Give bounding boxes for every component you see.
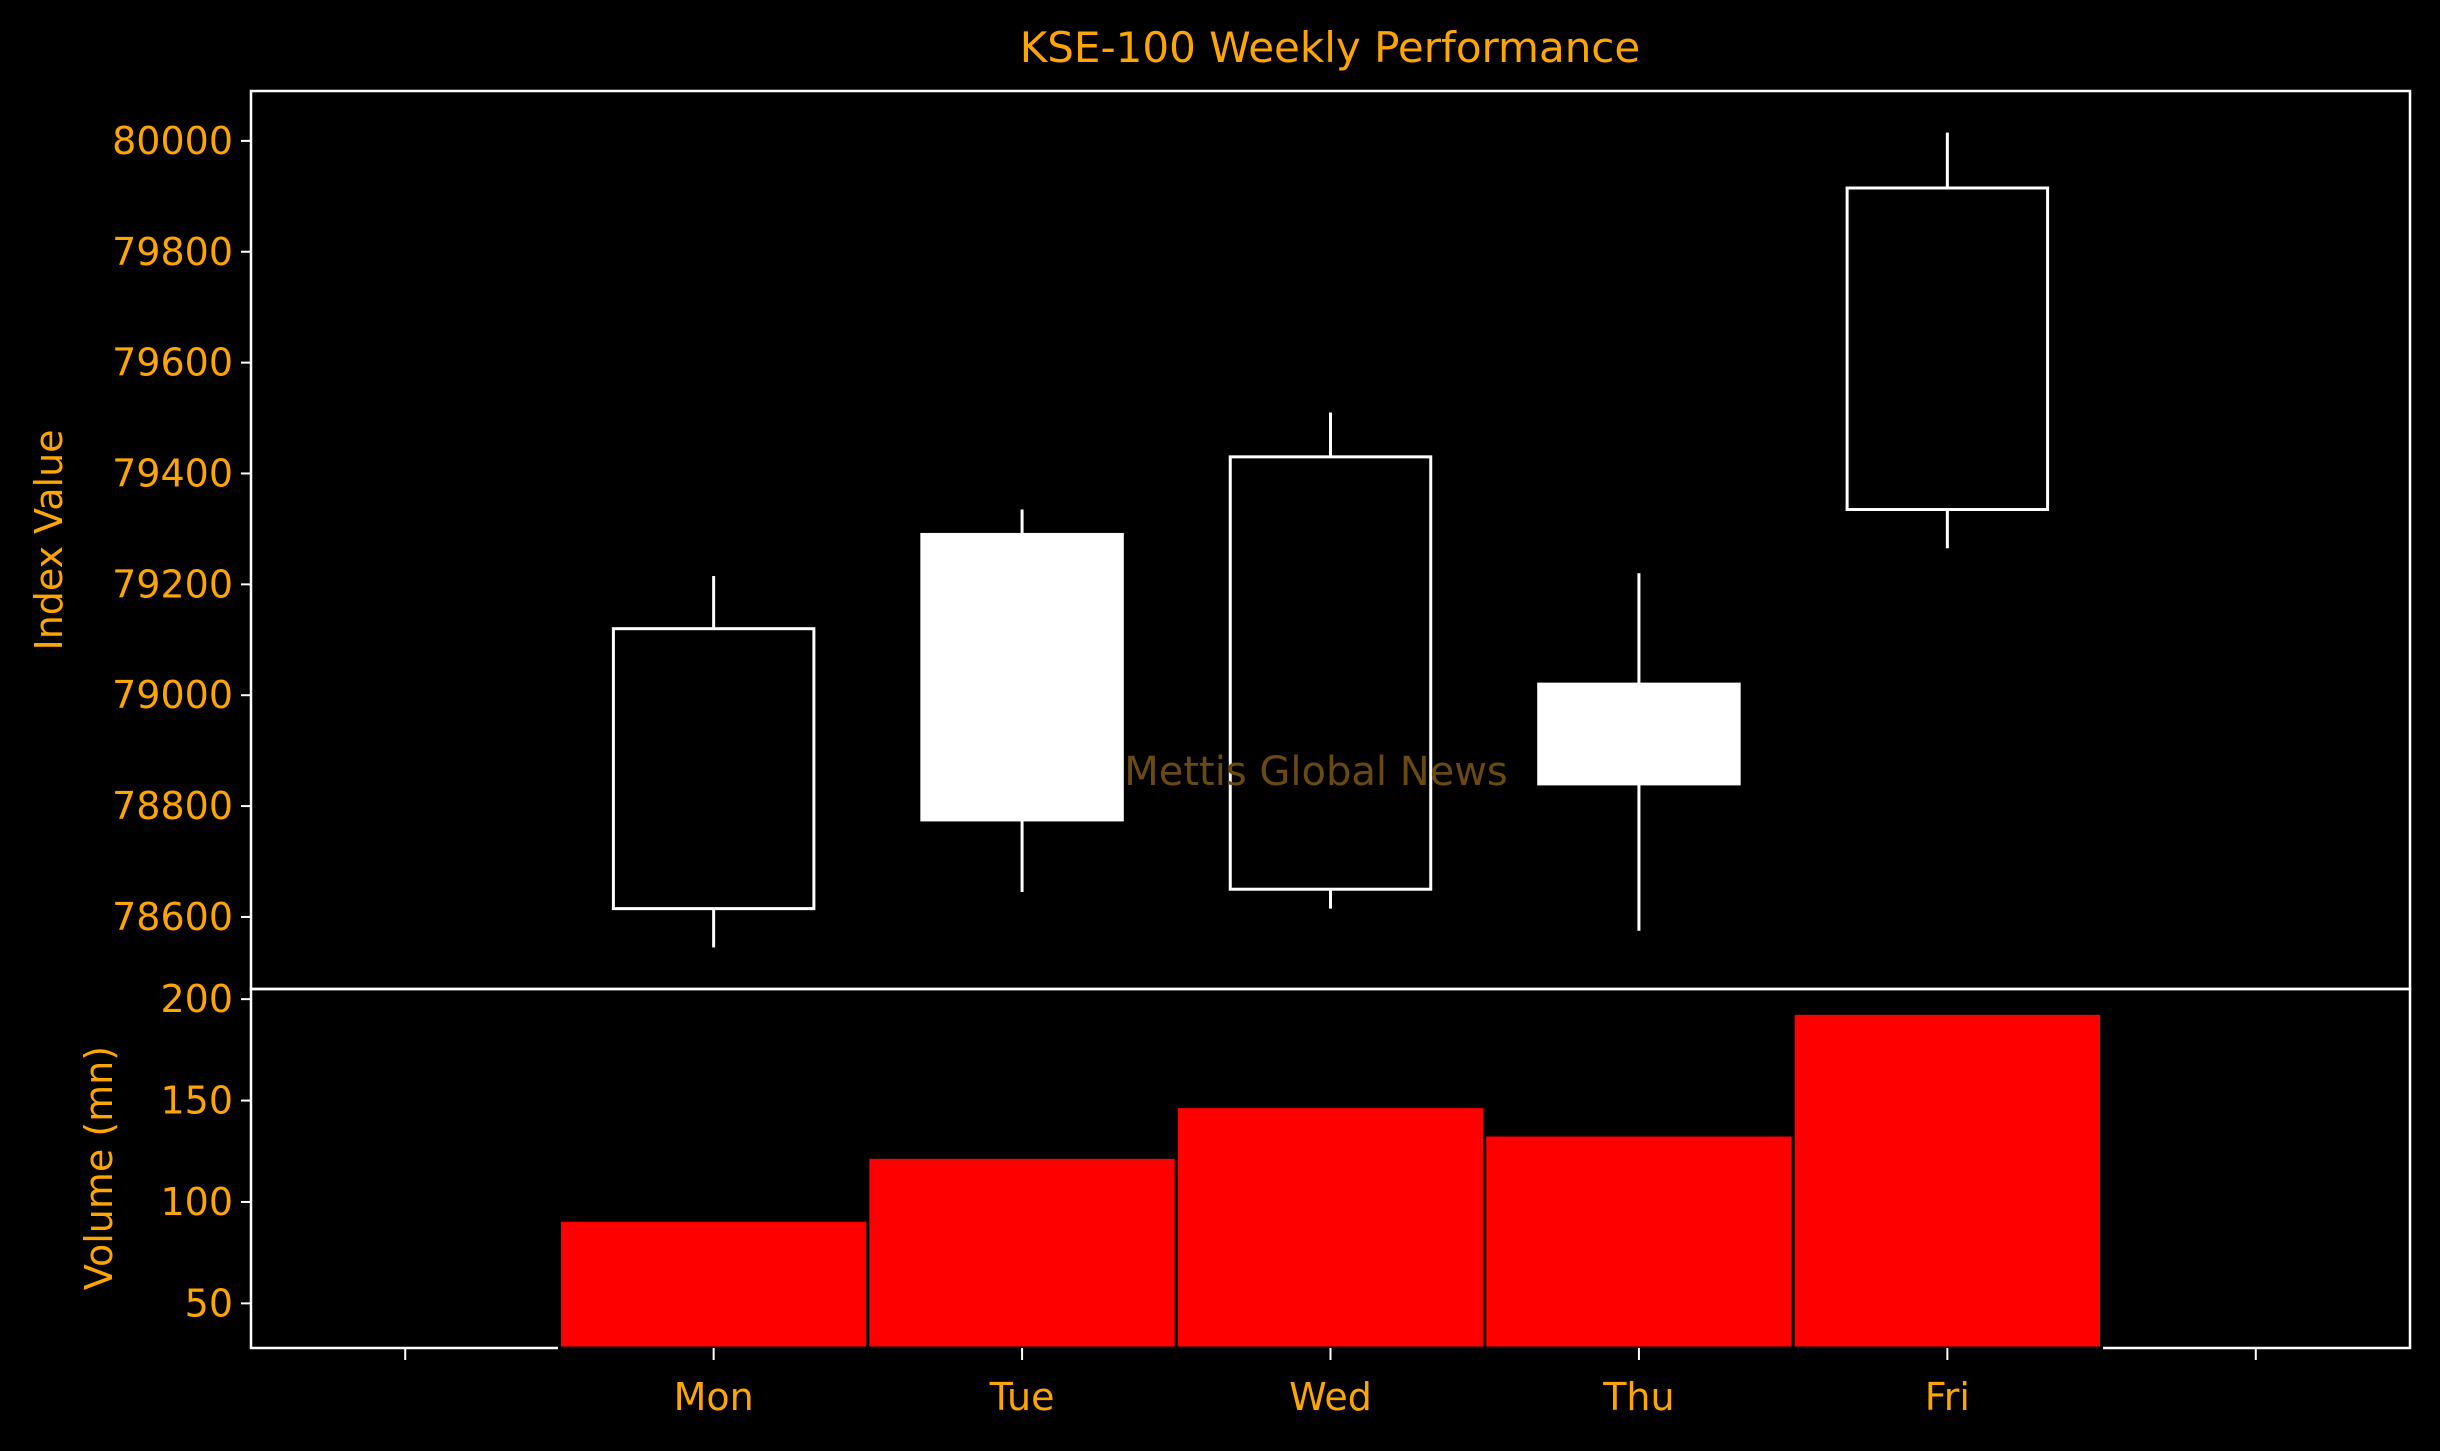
candle-body (1537, 682, 1741, 786)
volume-bar-mon (557, 1218, 870, 1350)
candle-body (920, 532, 1124, 822)
candle-thu (1537, 573, 1741, 931)
chart-title: KSE-100 Weekly Performance (1020, 23, 1641, 72)
price-y-tick-label: 78800 (112, 784, 233, 828)
candle-mon (611, 576, 816, 948)
candle-fri (1845, 132, 2050, 549)
price-y-tick-label: 79600 (112, 341, 233, 385)
candle-body (1845, 186, 2050, 512)
candle-tue (920, 509, 1124, 892)
price-y-tick-label: 79400 (112, 451, 233, 495)
x-tick-label-wed: Wed (1289, 1375, 1372, 1419)
volume-panel: 50 100 150 200 Mon Tue Wed Thu Fri Volume (mn) (77, 977, 2412, 1419)
volume-bar-thu (1483, 1133, 1795, 1350)
price-panel: 78600 78800 79000 79200 79400 79600 79800 80000… (27, 89, 2412, 991)
x-axis: Mon Tue Wed Thu Fri (404, 1348, 2257, 1419)
watermark-text: Mettis Global News (1124, 749, 1508, 795)
price-y-tick-label: 80000 (112, 119, 233, 163)
volume-y-tick-label: 200 (160, 977, 233, 1021)
volume-y-tick-label: 150 (160, 1079, 233, 1123)
x-tick-label-mon: Mon (674, 1375, 754, 1419)
candle-wed (1228, 412, 1433, 909)
price-y-axis-label: Index Value (27, 429, 71, 650)
price-y-axis: 78600 78800 79000 79200 79400 79600 79800 80000 (112, 119, 251, 939)
volume-y-axis: 50 100 150 200 (160, 977, 251, 1325)
price-y-tick-label: 79800 (112, 230, 233, 274)
volume-y-tick-label: 100 (160, 1180, 233, 1224)
volume-bar-tue (866, 1155, 1178, 1350)
volume-bar-fri (1791, 1011, 2104, 1350)
candles (611, 132, 2050, 948)
price-y-tick-label: 78600 (112, 895, 233, 939)
volume-bars (557, 1011, 2104, 1350)
candle-body (611, 627, 816, 911)
volume-y-axis-label: Volume (mn) (77, 1046, 121, 1290)
volume-bar-wed (1174, 1105, 1487, 1350)
price-y-tick-label: 79000 (112, 673, 233, 717)
x-tick-label-fri: Fri (1925, 1375, 1970, 1419)
volume-y-tick-label: 50 (185, 1281, 233, 1325)
x-tick-label-tue: Tue (989, 1375, 1055, 1419)
price-y-tick-label: 79200 (112, 562, 233, 606)
x-tick-label-thu: Thu (1602, 1375, 1674, 1419)
candle-body (1228, 455, 1433, 891)
